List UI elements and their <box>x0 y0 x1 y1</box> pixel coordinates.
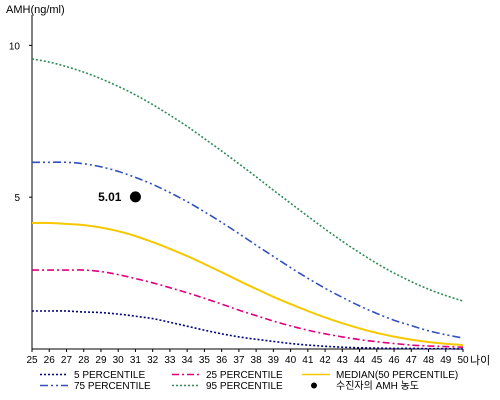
x-tick-label: 39 <box>268 355 280 366</box>
series-line-95-percentile <box>31 58 464 302</box>
patient-data-point <box>129 191 141 203</box>
legend-label: 95 PERCENTILE <box>206 381 283 392</box>
x-tick-label: 33 <box>164 355 176 366</box>
x-tick-label: 38 <box>251 355 263 366</box>
x-tick-label: 25 <box>26 355 38 366</box>
series-line-25-percentile <box>31 269 464 348</box>
x-tick-label: 37 <box>233 355 245 366</box>
x-tick-label: 35 <box>199 355 211 366</box>
x-tick-label: 36 <box>216 355 228 366</box>
x-tick-label: 34 <box>182 355 194 366</box>
y-tick-label: 10 <box>9 41 21 52</box>
series-line-75-percentile <box>32 161 464 339</box>
x-tick-label: 42 <box>320 355 332 366</box>
x-tick-label: 29 <box>95 355 107 366</box>
x-tick-label: 28 <box>78 355 90 366</box>
x-axis-title: 나이 <box>470 354 490 367</box>
legend-label: 5 PERCENTILE <box>74 370 145 381</box>
x-tick-label: 43 <box>337 355 349 366</box>
y-tick-label: 5 <box>14 193 20 204</box>
x-tick-label: 48 <box>423 355 435 366</box>
x-tick-label: 44 <box>354 355 366 366</box>
x-tick-label: 32 <box>147 355 159 366</box>
x-tick-label: 30 <box>113 355 125 366</box>
x-tick-label: 31 <box>130 355 142 366</box>
axes: 25 26 27 28 29 30 31 32 33 34 35 36 37 38 39 40 41 42 43 44… <box>9 15 469 366</box>
percentile-curves <box>31 58 464 350</box>
x-tick-label: 26 <box>44 355 56 366</box>
x-tick-label: 46 <box>388 355 400 366</box>
legend-label: 25 PERCENTILE <box>206 370 283 381</box>
x-tick-label: 49 <box>440 355 452 366</box>
legend-label: 수진자의 AMH 농도 <box>336 380 419 392</box>
legend: 5 PERCENTILE 25 PERCENTILE MEDIAN(50 PERCE… <box>40 370 458 392</box>
patient-data-label: 5.01 <box>98 190 122 204</box>
x-tick-label: 50 <box>457 355 469 366</box>
x-tick-label: 41 <box>302 355 314 366</box>
series-line-median-50-percentile <box>31 221 464 347</box>
legend-label: 75 PERCENTILE <box>74 381 151 392</box>
x-tick-label: 40 <box>285 355 297 366</box>
x-tick-label: 45 <box>371 355 383 366</box>
x-tick-label: 27 <box>61 355 73 366</box>
series-line-5-percentile <box>32 310 464 350</box>
patient-point: 5.01 <box>98 190 141 204</box>
legend-label: MEDIAN(50 PERCENTILE) <box>336 370 458 381</box>
legend-swatch-point <box>311 382 317 389</box>
x-tick-label: 47 <box>406 355 418 366</box>
y-axis-title: AMH(ng/ml) <box>6 4 65 16</box>
